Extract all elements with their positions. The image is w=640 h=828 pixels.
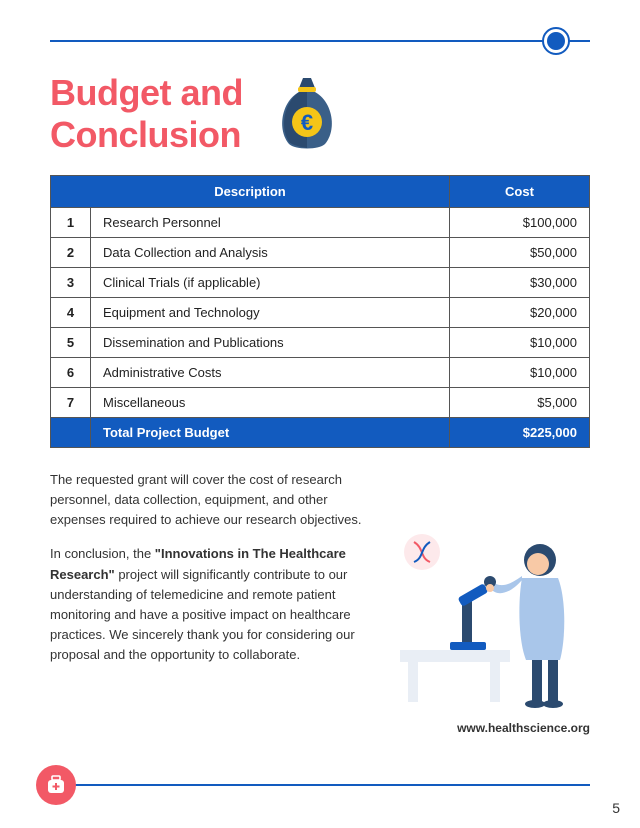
- row-description: Miscellaneous: [91, 388, 450, 418]
- paragraph-2: In conclusion, the "Innovations in The H…: [50, 544, 372, 665]
- budget-table: Description Cost 1Research Personnel$100…: [50, 175, 590, 448]
- total-cost: $225,000: [450, 418, 590, 448]
- row-cost: $50,000: [450, 238, 590, 268]
- p2-lead: In conclusion, the: [50, 546, 155, 561]
- row-index: 5: [51, 328, 91, 358]
- table-row: 1Research Personnel$100,000: [51, 208, 590, 238]
- table-row: 6Administrative Costs$10,000: [51, 358, 590, 388]
- row-index: 2: [51, 238, 91, 268]
- row-index: 4: [51, 298, 91, 328]
- bottom-rule: [50, 784, 590, 786]
- title-line-2: Conclusion: [50, 114, 241, 155]
- footer: [50, 768, 590, 786]
- total-row: Total Project Budget$225,000: [51, 418, 590, 448]
- col-description: Description: [51, 176, 450, 208]
- row-index: 3: [51, 268, 91, 298]
- website-url: www.healthscience.org: [0, 721, 640, 735]
- page-title: Budget and Conclusion: [50, 72, 243, 155]
- row-description: Equipment and Technology: [91, 298, 450, 328]
- row-description: Research Personnel: [91, 208, 450, 238]
- top-rule: [50, 40, 590, 42]
- medical-kit-icon: [36, 765, 76, 805]
- row-cost: $30,000: [450, 268, 590, 298]
- body-copy: The requested grant will cover the cost …: [50, 470, 372, 679]
- row-description: Clinical Trials (if applicable): [91, 268, 450, 298]
- total-label: Total Project Budget: [91, 418, 450, 448]
- col-cost: Cost: [450, 176, 590, 208]
- row-index: 1: [51, 208, 91, 238]
- total-blank: [51, 418, 91, 448]
- row-description: Data Collection and Analysis: [91, 238, 450, 268]
- row-description: Administrative Costs: [91, 358, 450, 388]
- row-cost: $5,000: [450, 388, 590, 418]
- svg-text:€: €: [301, 110, 313, 135]
- table-row: 5Dissemination and Publications$10,000: [51, 328, 590, 358]
- row-cost: $10,000: [450, 358, 590, 388]
- table-row: 3Clinical Trials (if applicable)$30,000: [51, 268, 590, 298]
- row-cost: $100,000: [450, 208, 590, 238]
- row-description: Dissemination and Publications: [91, 328, 450, 358]
- page-number: 5: [612, 800, 620, 816]
- table-row: 7Miscellaneous$5,000: [51, 388, 590, 418]
- row-cost: $20,000: [450, 298, 590, 328]
- header: Budget and Conclusion €: [50, 70, 590, 157]
- table-row: 4Equipment and Technology$20,000: [51, 298, 590, 328]
- money-bag-icon: €: [271, 74, 343, 157]
- row-index: 7: [51, 388, 91, 418]
- row-index: 6: [51, 358, 91, 388]
- circle-fill-icon: [547, 32, 565, 50]
- table-row: 2Data Collection and Analysis$50,000: [51, 238, 590, 268]
- scientist-illustration: [390, 530, 590, 715]
- row-cost: $10,000: [450, 328, 590, 358]
- body-section: The requested grant will cover the cost …: [50, 470, 590, 715]
- paragraph-1: The requested grant will cover the cost …: [50, 470, 372, 530]
- title-line-1: Budget and: [50, 72, 243, 113]
